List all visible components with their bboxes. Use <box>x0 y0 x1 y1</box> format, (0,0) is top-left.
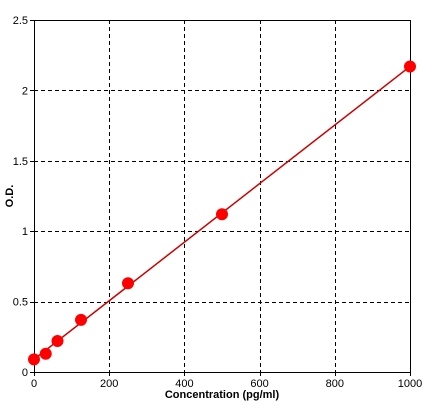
x-axis-ticks: 0 200 400 600 800 1000 <box>31 372 422 390</box>
grid <box>34 20 410 372</box>
data-point <box>404 60 416 73</box>
x-axis-title: Concentration (pg/ml) <box>165 389 280 401</box>
plot-area <box>34 20 411 373</box>
y-tick-label: 2 <box>22 85 28 97</box>
y-tick-label: 0 <box>22 367 28 379</box>
y-tick-label: 1.5 <box>13 156 28 168</box>
data-point <box>216 208 228 221</box>
data-point <box>39 347 52 360</box>
data-points <box>28 60 416 366</box>
y-tick-label: 0.5 <box>13 297 28 309</box>
y-tick-label: 1 <box>22 226 28 238</box>
data-point <box>51 335 64 348</box>
y-tick-label: 2.5 <box>13 15 28 27</box>
y-axis-title: O.D. <box>4 185 16 208</box>
x-tick-label: 200 <box>100 378 118 390</box>
data-point <box>75 313 87 326</box>
data-point <box>28 353 40 366</box>
x-tick-label: 800 <box>326 378 344 390</box>
data-point <box>122 277 134 290</box>
x-tick-label: 1000 <box>398 378 422 390</box>
x-tick-label: 400 <box>175 378 193 390</box>
x-tick-label: 600 <box>250 378 268 390</box>
x-tick-label: 0 <box>31 378 37 390</box>
y-axis-ticks: 0 0.5 1 1.5 2 2.5 <box>13 15 34 379</box>
